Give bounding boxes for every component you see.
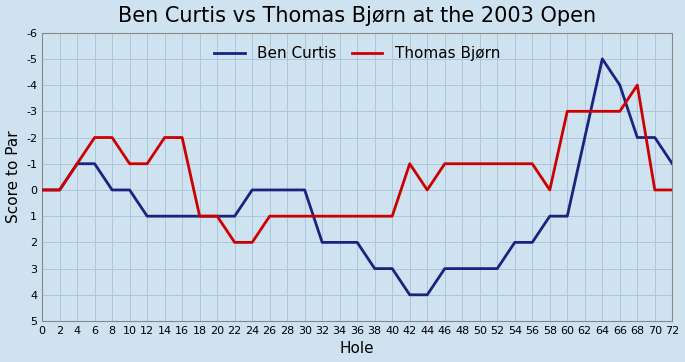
Thomas Bjørn xyxy=(231,240,239,245)
Thomas Bjørn xyxy=(546,188,554,192)
Thomas Bjørn xyxy=(475,161,484,166)
Thomas Bjørn xyxy=(73,161,82,166)
Ben Curtis xyxy=(528,240,536,245)
Ben Curtis xyxy=(213,214,221,218)
Thomas Bjørn xyxy=(266,214,274,218)
Thomas Bjørn xyxy=(143,161,151,166)
Ben Curtis xyxy=(475,266,484,271)
Ben Curtis xyxy=(493,266,501,271)
Thomas Bjørn xyxy=(581,109,589,113)
Ben Curtis xyxy=(353,240,361,245)
Thomas Bjørn xyxy=(598,109,606,113)
Ben Curtis xyxy=(336,240,344,245)
Ben Curtis xyxy=(371,266,379,271)
Thomas Bjørn xyxy=(178,135,186,140)
Title: Ben Curtis vs Thomas Bjørn at the 2003 Open: Ben Curtis vs Thomas Bjørn at the 2003 O… xyxy=(118,5,596,26)
Ben Curtis xyxy=(546,214,554,218)
X-axis label: Hole: Hole xyxy=(340,341,375,357)
Thomas Bjørn xyxy=(38,188,46,192)
Thomas Bjørn xyxy=(248,240,256,245)
Ben Curtis xyxy=(440,266,449,271)
Thomas Bjørn xyxy=(668,188,676,192)
Ben Curtis xyxy=(301,188,309,192)
Thomas Bjørn xyxy=(563,109,571,113)
Ben Curtis xyxy=(55,188,64,192)
Ben Curtis xyxy=(668,161,676,166)
Thomas Bjørn xyxy=(160,135,169,140)
Thomas Bjørn xyxy=(388,214,397,218)
Ben Curtis xyxy=(248,188,256,192)
Thomas Bjørn xyxy=(318,214,326,218)
Ben Curtis xyxy=(318,240,326,245)
Ben Curtis xyxy=(73,161,82,166)
Thomas Bjørn xyxy=(651,188,659,192)
Thomas Bjørn xyxy=(493,161,501,166)
Thomas Bjørn xyxy=(440,161,449,166)
Thomas Bjørn xyxy=(90,135,99,140)
Thomas Bjørn xyxy=(195,214,203,218)
Ben Curtis xyxy=(563,214,571,218)
Thomas Bjørn xyxy=(633,83,641,87)
Ben Curtis xyxy=(283,188,291,192)
Y-axis label: Score to Par: Score to Par xyxy=(5,131,21,223)
Thomas Bjørn xyxy=(108,135,116,140)
Thomas Bjørn xyxy=(125,161,134,166)
Thomas Bjørn xyxy=(371,214,379,218)
Ben Curtis xyxy=(108,188,116,192)
Ben Curtis xyxy=(598,57,606,61)
Ben Curtis xyxy=(388,266,397,271)
Ben Curtis xyxy=(90,161,99,166)
Ben Curtis xyxy=(38,188,46,192)
Ben Curtis xyxy=(143,214,151,218)
Ben Curtis xyxy=(633,135,641,140)
Ben Curtis xyxy=(616,83,624,87)
Thomas Bjørn xyxy=(616,109,624,113)
Thomas Bjørn xyxy=(528,161,536,166)
Ben Curtis xyxy=(423,292,432,297)
Thomas Bjørn xyxy=(336,214,344,218)
Thomas Bjørn xyxy=(406,161,414,166)
Thomas Bjørn xyxy=(55,188,64,192)
Ben Curtis xyxy=(178,214,186,218)
Line: Ben Curtis: Ben Curtis xyxy=(42,59,672,295)
Line: Thomas Bjørn: Thomas Bjørn xyxy=(42,85,672,243)
Thomas Bjørn xyxy=(423,188,432,192)
Legend: Ben Curtis, Thomas Bjørn: Ben Curtis, Thomas Bjørn xyxy=(208,40,506,68)
Ben Curtis xyxy=(510,240,519,245)
Ben Curtis xyxy=(581,135,589,140)
Thomas Bjørn xyxy=(213,214,221,218)
Ben Curtis xyxy=(195,214,203,218)
Ben Curtis xyxy=(160,214,169,218)
Thomas Bjørn xyxy=(301,214,309,218)
Thomas Bjørn xyxy=(283,214,291,218)
Ben Curtis xyxy=(651,135,659,140)
Thomas Bjørn xyxy=(510,161,519,166)
Thomas Bjørn xyxy=(353,214,361,218)
Ben Curtis xyxy=(406,292,414,297)
Ben Curtis xyxy=(266,188,274,192)
Ben Curtis xyxy=(125,188,134,192)
Ben Curtis xyxy=(231,214,239,218)
Ben Curtis xyxy=(458,266,466,271)
Thomas Bjørn xyxy=(458,161,466,166)
